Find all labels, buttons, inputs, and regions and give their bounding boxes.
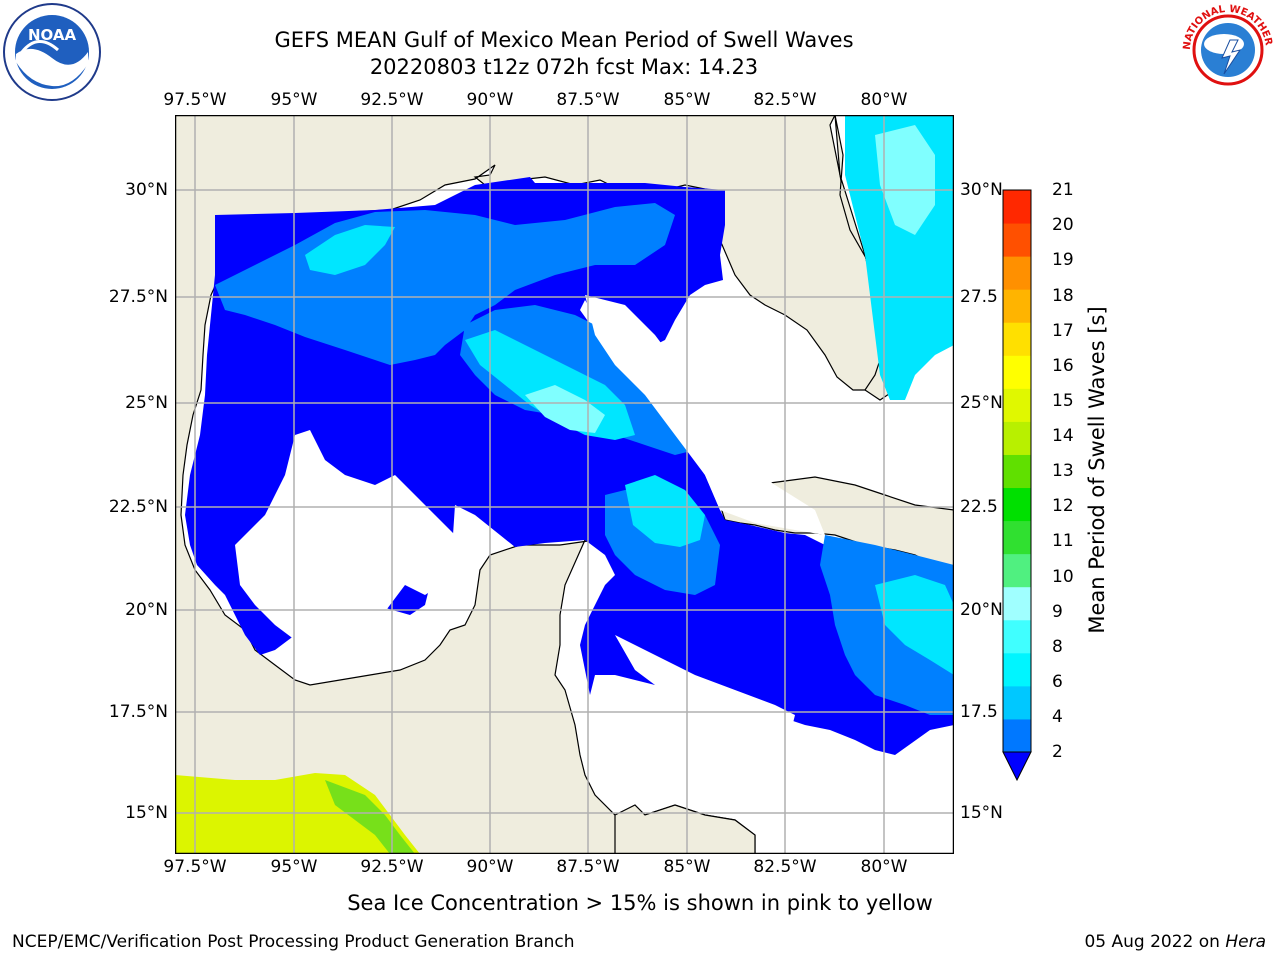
- colorbar-tick: 11: [1052, 531, 1074, 551]
- colorbar-extend-triangle: [1002, 751, 1032, 782]
- lon-label-top: 95°W: [270, 90, 318, 110]
- colorbar-segment: [1003, 388, 1031, 422]
- sea-ice-caption: Sea Ice Concentration > 15% is shown in …: [347, 891, 933, 915]
- no-swell-gap-west: [235, 430, 455, 645]
- colorbar-tick: 10: [1052, 567, 1074, 587]
- lat-label-right: 30°N: [960, 180, 1003, 200]
- colorbar-segment: [1003, 619, 1031, 654]
- colorbar-segment: [1003, 355, 1031, 389]
- no-swell-gap-south: [615, 635, 795, 755]
- footer-credit: NCEP/EMC/Verification Post Processing Pr…: [12, 932, 575, 952]
- colorbar-segment: [1003, 190, 1031, 224]
- lat-label-right: 20°N: [960, 600, 1003, 620]
- swell-region-6-8-c: [625, 475, 705, 547]
- swell-region-6-8: [305, 225, 395, 275]
- lat-label-left: 17.5°N: [108, 702, 168, 722]
- lat-label-left: 25°N: [125, 393, 168, 413]
- lat-label-left: 22.5°N: [108, 497, 168, 517]
- colorbar-segment: [1003, 421, 1031, 455]
- colorbar-segment: [1003, 289, 1031, 323]
- map-svg: [174, 114, 955, 855]
- colorbar-ticks: 21 20 19 18 17 16 15 14 13 12 11 10 9 8 …: [1052, 0, 1112, 960]
- colorbar-segment: [1003, 487, 1031, 522]
- lon-label-bottom: 95°W: [270, 857, 318, 877]
- lon-label-bottom: 85°W: [663, 857, 711, 877]
- colorbar-tick: 2: [1052, 742, 1063, 762]
- lon-label-bottom: 90°W: [466, 857, 514, 877]
- footer-date: 05 Aug 2022 on Hera: [1084, 932, 1266, 952]
- lon-label-top: 82.5°W: [753, 90, 817, 110]
- colorbar-segment: [1003, 322, 1031, 356]
- colorbar-svg: [1002, 189, 1032, 782]
- colorbar-tick: 17: [1052, 321, 1074, 341]
- lat-label-right: 22.5: [960, 497, 998, 517]
- colorbar-segment: [1003, 685, 1031, 720]
- lat-label-right: 15°N: [960, 803, 1003, 823]
- map-subtitle: 20220803 t12z 072h fcst Max: 14.23: [369, 55, 759, 79]
- lon-label-bottom: 82.5°W: [753, 857, 817, 877]
- colorbar-tick: 20: [1052, 215, 1074, 235]
- colorbar-tick: 14: [1052, 426, 1074, 446]
- colorbar-tick: 21: [1052, 180, 1074, 200]
- colorbar-tick: 4: [1052, 707, 1063, 727]
- lon-label-top: 87.5°W: [556, 90, 620, 110]
- swell-region-8-9: [525, 385, 605, 433]
- colorbar: [1000, 185, 1040, 785]
- lon-label-top: 90°W: [466, 90, 514, 110]
- lon-label-bottom: 80°W: [860, 857, 908, 877]
- footer-host: Hera: [1225, 932, 1266, 952]
- noaa-logo-icon: NOAA: [2, 2, 102, 102]
- lon-label-bottom: 92.5°W: [360, 857, 424, 877]
- colorbar-frame: [1002, 189, 1032, 753]
- atlantic-swell-light: [875, 125, 935, 235]
- colorbar-segment: [1003, 652, 1031, 687]
- noaa-logo-text: NOAA: [28, 26, 77, 44]
- colorbar-segment: [1003, 586, 1031, 621]
- colorbar-segment: [1003, 553, 1031, 588]
- map-panel: [174, 114, 955, 855]
- colorbar-segment: [1003, 520, 1031, 555]
- colorbar-segment: [1003, 223, 1031, 257]
- swell-region-6-8-d: [875, 575, 954, 675]
- lat-label-left: 15°N: [125, 803, 168, 823]
- lon-label-top: 85°W: [663, 90, 711, 110]
- colorbar-tick: 8: [1052, 637, 1063, 657]
- colorbar-label: Mean Period of Swell Waves [s]: [1085, 306, 1109, 634]
- lat-label-left: 30°N: [125, 180, 168, 200]
- lon-label-top: 80°W: [860, 90, 908, 110]
- lat-label-right: 27.5: [960, 287, 998, 307]
- colorbar-tick: 9: [1052, 602, 1063, 622]
- no-swell-gap-east: [585, 295, 825, 535]
- footer-date-text: 05 Aug 2022 on: [1084, 932, 1220, 952]
- lat-label-right: 25°N: [960, 393, 1003, 413]
- colorbar-tick: 16: [1052, 356, 1074, 376]
- grid-lines: [175, 115, 954, 854]
- lon-label-top: 92.5°W: [360, 90, 424, 110]
- colorbar-segment: [1003, 454, 1031, 489]
- lat-label-right: 17.5: [960, 702, 998, 722]
- map-title: GEFS MEAN Gulf of Mexico Mean Period of …: [274, 28, 854, 52]
- colorbar-tick: 19: [1052, 250, 1074, 270]
- lon-label-bottom: 97.5°W: [163, 857, 227, 877]
- lat-label-left: 20°N: [125, 600, 168, 620]
- colorbar-tick: 15: [1052, 391, 1074, 411]
- nws-logo-icon: NATIONAL WEATHER SERVICE: [1174, 0, 1278, 100]
- lat-label-left: 27.5°N: [108, 287, 168, 307]
- swell-field: [185, 177, 954, 755]
- colorbar-tick: 6: [1052, 672, 1063, 692]
- map-frame: [174, 114, 955, 855]
- colorbar-tick: 12: [1052, 496, 1074, 516]
- colorbar-segment: [1003, 256, 1031, 290]
- lon-label-bottom: 87.5°W: [556, 857, 620, 877]
- colorbar-tick: 13: [1052, 461, 1074, 481]
- lon-label-top: 97.5°W: [163, 90, 227, 110]
- colorbar-segment: [1003, 718, 1031, 753]
- colorbar-tick: 18: [1052, 286, 1074, 306]
